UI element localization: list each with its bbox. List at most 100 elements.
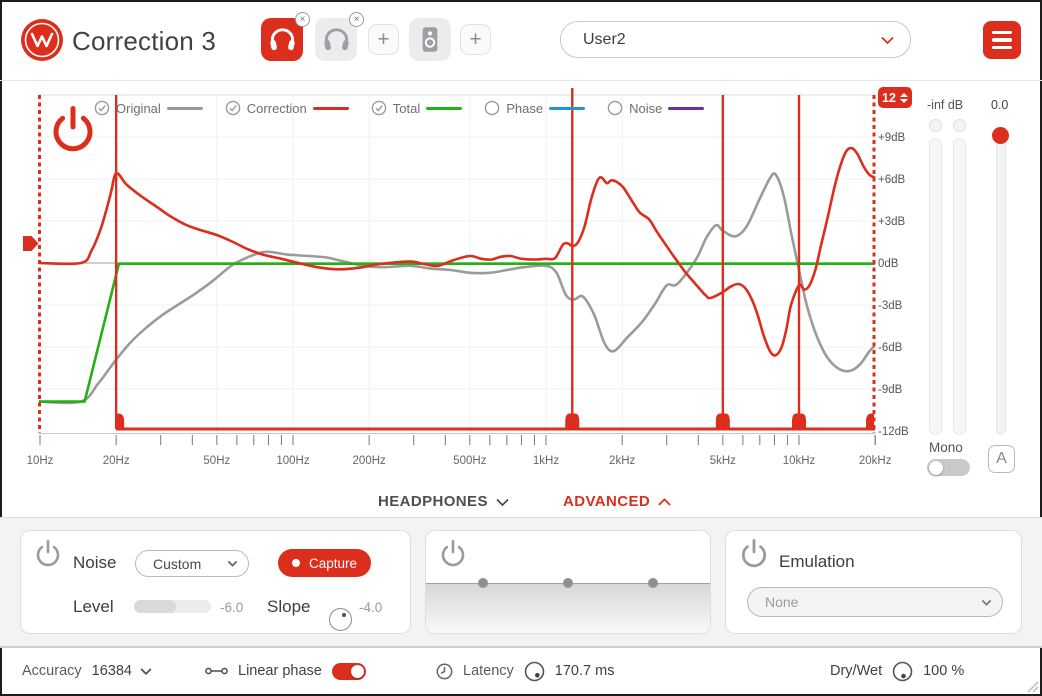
hamburger-menu-button[interactable] — [983, 21, 1021, 59]
latency-value: 170.7 ms — [554, 663, 615, 679]
legend-swatch — [668, 106, 705, 110]
db-tick-label: -3dB — [878, 300, 903, 312]
tab-headphones[interactable]: HEADPHONES — [378, 493, 509, 510]
freq-tick-label: 5kHz — [710, 455, 736, 467]
db-tick-label: -9dB — [878, 384, 903, 396]
app-logo — [20, 18, 64, 62]
power-icon[interactable] — [739, 538, 769, 569]
noise-panel: Noise Custom Capture Level -6.0 Slope -4… — [20, 530, 411, 634]
freq-tick-label: 50Hz — [203, 455, 230, 467]
headphones-icon — [269, 28, 295, 51]
chevron-down-icon — [227, 557, 238, 568]
legend-item-phase[interactable]: Phase — [484, 100, 586, 116]
latency-readout: Latency 170.7 ms — [436, 648, 614, 694]
mono-toggle[interactable] — [927, 459, 970, 476]
emulation-value: None — [765, 594, 799, 610]
db-tick-label: +6dB — [878, 174, 906, 186]
linear-phase-toggle[interactable] — [331, 662, 366, 680]
legend-item-original[interactable]: Original — [94, 100, 203, 116]
left-level-marker[interactable] — [23, 236, 39, 251]
db-range-spinner[interactable]: 12 — [878, 87, 912, 108]
chevron-up-icon — [658, 497, 671, 511]
power-icon[interactable] — [439, 539, 467, 568]
preset-slot-headphones-active[interactable] — [261, 18, 303, 61]
tab-advanced[interactable]: ADVANCED — [563, 493, 671, 511]
volume-slider-thumb[interactable] — [992, 127, 1009, 144]
chevron-down-icon — [981, 595, 992, 606]
noise-mode-value: Custom — [153, 555, 202, 572]
split-marker-handle[interactable] — [792, 413, 806, 431]
level-value: -6.0 — [220, 600, 244, 615]
graph-legend: Original Correction Total Phase Noise — [94, 100, 705, 116]
clip-indicator-left[interactable] — [929, 119, 942, 132]
legend-item-noise[interactable]: Noise — [607, 100, 705, 116]
legend-swatch — [166, 106, 203, 110]
auto-level-button[interactable]: A — [988, 445, 1015, 473]
chevron-down-icon — [140, 663, 152, 676]
resize-grip[interactable] — [1024, 678, 1039, 693]
close-icon[interactable]: × — [295, 12, 310, 27]
volume-slider-track[interactable] — [996, 128, 1006, 435]
preset-dropdown[interactable]: User2 — [560, 21, 911, 58]
frequency-response-graph[interactable]: 10Hz 20Hz 50Hz 100Hz 200Hz 500Hz 1kHz 2kHz 5kHz 1… — [0, 86, 1042, 480]
split-marker-handle[interactable] — [715, 413, 730, 431]
page-title: Correction 3 — [72, 26, 217, 56]
legend-item-total[interactable]: Total — [371, 100, 463, 116]
emulation-dropdown[interactable]: None — [747, 587, 1003, 617]
legend-swatch — [426, 106, 463, 110]
noise-mode-dropdown[interactable]: Custom — [135, 550, 249, 577]
legend-label: Phase — [506, 100, 544, 116]
legend-item-correction[interactable]: Correction — [225, 100, 349, 116]
accuracy-control[interactable]: Accuracy 16384 — [22, 648, 152, 694]
split-marker-handle[interactable] — [565, 413, 580, 431]
accuracy-value: 16384 — [91, 663, 132, 679]
capture-button[interactable]: Capture — [278, 549, 372, 577]
preset-dropdown-value: User2 — [583, 30, 626, 48]
freq-tick-label: 20Hz — [103, 455, 130, 467]
db-tick-label: 0dB — [878, 258, 899, 270]
split-marker-handle[interactable] — [116, 413, 125, 431]
volume-value: 0.0 — [991, 98, 1009, 112]
clip-indicator-right[interactable] — [953, 119, 966, 132]
eq-panel[interactable] — [425, 530, 711, 634]
level-meter-left — [929, 138, 942, 435]
latency-knob[interactable] — [524, 661, 545, 682]
power-icon[interactable] — [34, 539, 62, 568]
record-dot-icon — [292, 559, 300, 567]
checked-circle-icon — [371, 100, 387, 116]
emulation-title: Emulation — [779, 552, 855, 571]
noise-title: Noise — [73, 553, 117, 572]
drywet-knob[interactable] — [892, 661, 913, 682]
legend-label: Correction — [246, 100, 307, 116]
eq-node[interactable] — [477, 578, 488, 588]
db-tick-label: +9dB — [878, 132, 906, 144]
add-preset-slot-button[interactable]: + — [460, 24, 491, 55]
freq-tick-label: 200Hz — [353, 455, 386, 467]
meter-label: -inf dB — [927, 98, 964, 112]
eq-node[interactable] — [563, 578, 573, 588]
preset-slot-speaker[interactable] — [409, 18, 451, 61]
slope-label: Slope — [267, 597, 311, 616]
add-preset-slot-button[interactable]: + — [368, 24, 399, 55]
bypass-power-button[interactable] — [50, 106, 96, 154]
slope-knob[interactable] — [329, 608, 352, 631]
noise-level-slider[interactable] — [134, 600, 211, 613]
link-icon — [205, 667, 228, 675]
split-marker-handle[interactable] — [866, 413, 874, 431]
level-label: Level — [73, 597, 114, 616]
checked-circle-icon — [225, 100, 241, 116]
freq-tick-label: 10kHz — [783, 455, 816, 467]
drywet-value: 100 % — [923, 663, 965, 679]
eq-node[interactable] — [648, 578, 659, 588]
freq-tick-label: 500Hz — [453, 455, 486, 467]
freq-tick-label: 10Hz — [27, 455, 54, 467]
drywet-label: Dry/Wet — [830, 663, 883, 679]
headphones-icon — [323, 28, 349, 51]
chevron-down-icon — [495, 493, 509, 507]
legend-swatch — [312, 106, 349, 110]
preset-slot-headphones[interactable] — [315, 18, 357, 61]
legend-label: Noise — [629, 100, 663, 116]
freq-tick-label: 1kHz — [533, 455, 559, 467]
close-icon[interactable]: × — [349, 12, 364, 27]
